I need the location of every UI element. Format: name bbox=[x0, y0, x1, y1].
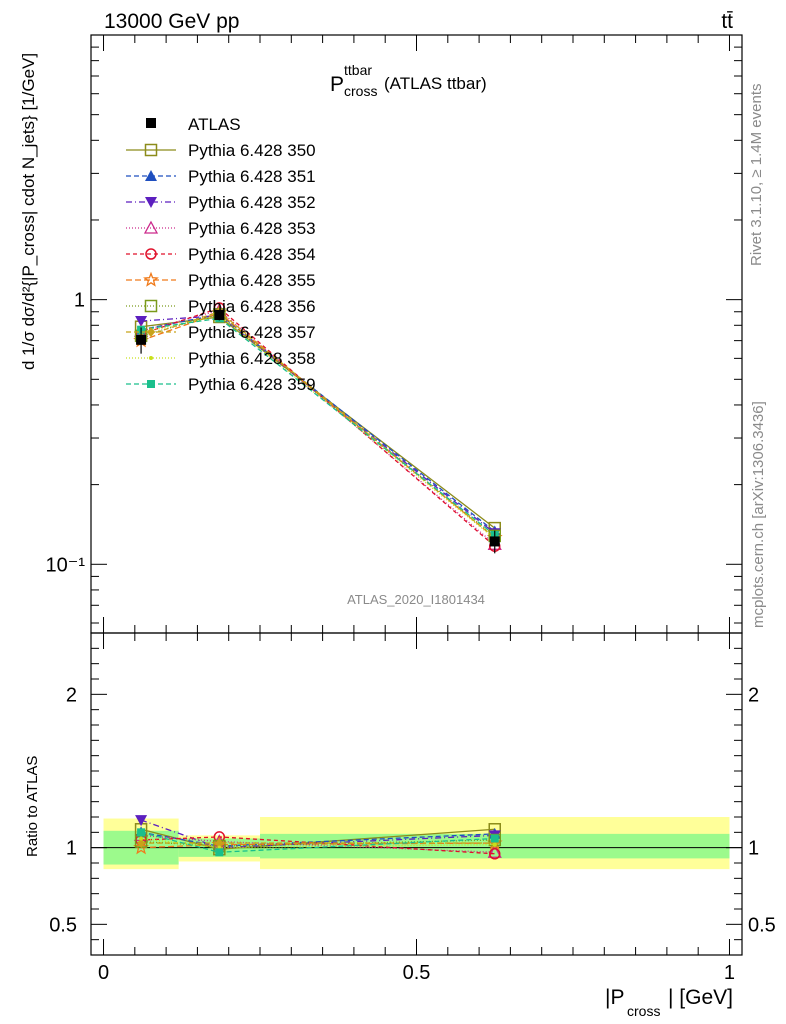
legend-label-351: Pythia 6.428 351 bbox=[188, 167, 316, 186]
side-text-rivet: Rivet 3.1.10, ≥ 1.4M events bbox=[748, 84, 765, 267]
y-tick-label-top: 1 bbox=[74, 290, 85, 312]
ratio-point-359 bbox=[490, 834, 499, 843]
series-line-353 bbox=[140, 309, 496, 545]
ratio-point-354 bbox=[488, 848, 501, 860]
header-process: tt̄ bbox=[721, 10, 733, 33]
y-tick-label-bottom: 1 bbox=[66, 838, 77, 860]
series-line-354 bbox=[140, 307, 496, 547]
x-tick-label: 0 bbox=[98, 962, 109, 984]
series-line-357 bbox=[140, 311, 496, 539]
title-sub: cross bbox=[344, 83, 377, 99]
legend-label-356: Pythia 6.428 356 bbox=[188, 297, 316, 316]
xlabel-sub: cross bbox=[627, 1003, 660, 1019]
header-energy: 13000 GeV pp bbox=[104, 10, 239, 33]
ratio-point-358 bbox=[139, 836, 144, 841]
legend-marker-atlas bbox=[146, 118, 156, 128]
legend-marker-350 bbox=[144, 143, 158, 157]
legend-marker-357 bbox=[147, 327, 155, 337]
ratio-point-359 bbox=[137, 828, 146, 837]
x-axis-label: |P cross | [GeV] bbox=[605, 986, 733, 1019]
legend-label-atlas: ATLAS bbox=[188, 115, 241, 134]
ratio-point-357 bbox=[215, 838, 224, 849]
plot-title: P ttbar cross (ATLAS ttbar) bbox=[330, 62, 487, 99]
legend-marker-354 bbox=[145, 248, 157, 260]
legend-marker-352 bbox=[145, 197, 157, 208]
legend-marker-353 bbox=[143, 220, 159, 234]
y-axis-label-top: d 1/σ dσ/d²{|P_cross| cdot N_jets} [1/Ge… bbox=[19, 53, 38, 370]
y-tick-label-bottom-right: 1 bbox=[748, 838, 759, 860]
ratio-point-352 bbox=[135, 815, 148, 827]
atlas-point bbox=[489, 536, 500, 547]
legend-label-358: Pythia 6.428 358 bbox=[188, 349, 316, 368]
y-tick-label-bottom: 2 bbox=[66, 684, 77, 706]
top-series bbox=[133, 302, 503, 554]
series-line-355 bbox=[140, 312, 496, 539]
ratio-point-355 bbox=[133, 839, 150, 855]
legend-marker-351 bbox=[145, 170, 157, 181]
title-suffix: (ATLAS ttbar) bbox=[384, 74, 487, 93]
ratio-series bbox=[133, 815, 503, 860]
ratio-point-359 bbox=[215, 848, 224, 857]
y-tick-label-bottom-right: 0.5 bbox=[748, 914, 776, 936]
y-tick-label-bottom: 0.5 bbox=[49, 914, 77, 936]
ratio-line-351 bbox=[140, 831, 495, 847]
legend-marker-355 bbox=[143, 271, 159, 287]
xlabel-main: |P bbox=[605, 986, 624, 1009]
y-tick-label-bottom-right: 2 bbox=[748, 684, 759, 706]
legend-marker-356 bbox=[144, 299, 158, 313]
legend-label-357: Pythia 6.428 357 bbox=[188, 323, 316, 342]
series-line-356 bbox=[140, 313, 496, 537]
legend-label-350: Pythia 6.428 350 bbox=[188, 141, 316, 160]
ratio-point-353 bbox=[487, 844, 502, 858]
ratio-point-357 bbox=[137, 838, 146, 849]
axis-ticks: 10⁻¹ 1 0.5 0.5 1 1 2 2 0 0.5 1 bbox=[46, 34, 776, 984]
title-sup: ttbar bbox=[344, 62, 372, 78]
legend-label-359: Pythia 6.428 359 bbox=[188, 375, 316, 394]
atlas-point bbox=[136, 334, 147, 345]
x-tick-label: 0.5 bbox=[403, 962, 431, 984]
legend-marker-359 bbox=[147, 380, 155, 388]
xlabel-suffix: | [GeV] bbox=[668, 986, 733, 1009]
legend-label-353: Pythia 6.428 353 bbox=[188, 219, 316, 238]
bottom-panel-frame bbox=[90, 632, 743, 956]
legend-marker-358 bbox=[149, 356, 153, 360]
side-text-mcplots: mcplots.cern.ch [arXiv:1306.3436] bbox=[750, 401, 767, 628]
series-point-352 bbox=[135, 316, 148, 328]
atlas-point bbox=[214, 309, 225, 320]
series-line-351 bbox=[140, 313, 496, 533]
y-tick-label-top: 10⁻¹ bbox=[46, 554, 86, 576]
x-tick-label: 1 bbox=[724, 962, 735, 984]
watermark: ATLAS_2020_I1801434 bbox=[347, 592, 485, 607]
title-main: P bbox=[330, 73, 344, 96]
ratio-point-358 bbox=[492, 842, 497, 847]
legend: ATLAS Pythia 6.428 350 Pythia 6.428 351 Pyt… bbox=[126, 115, 316, 394]
legend-label-355: Pythia 6.428 355 bbox=[188, 271, 316, 290]
series-line-359 bbox=[140, 317, 496, 536]
y-axis-label-bottom: Ratio to ATLAS bbox=[24, 756, 41, 857]
legend-label-354: Pythia 6.428 354 bbox=[188, 245, 316, 264]
legend-label-352: Pythia 6.428 352 bbox=[188, 193, 316, 212]
